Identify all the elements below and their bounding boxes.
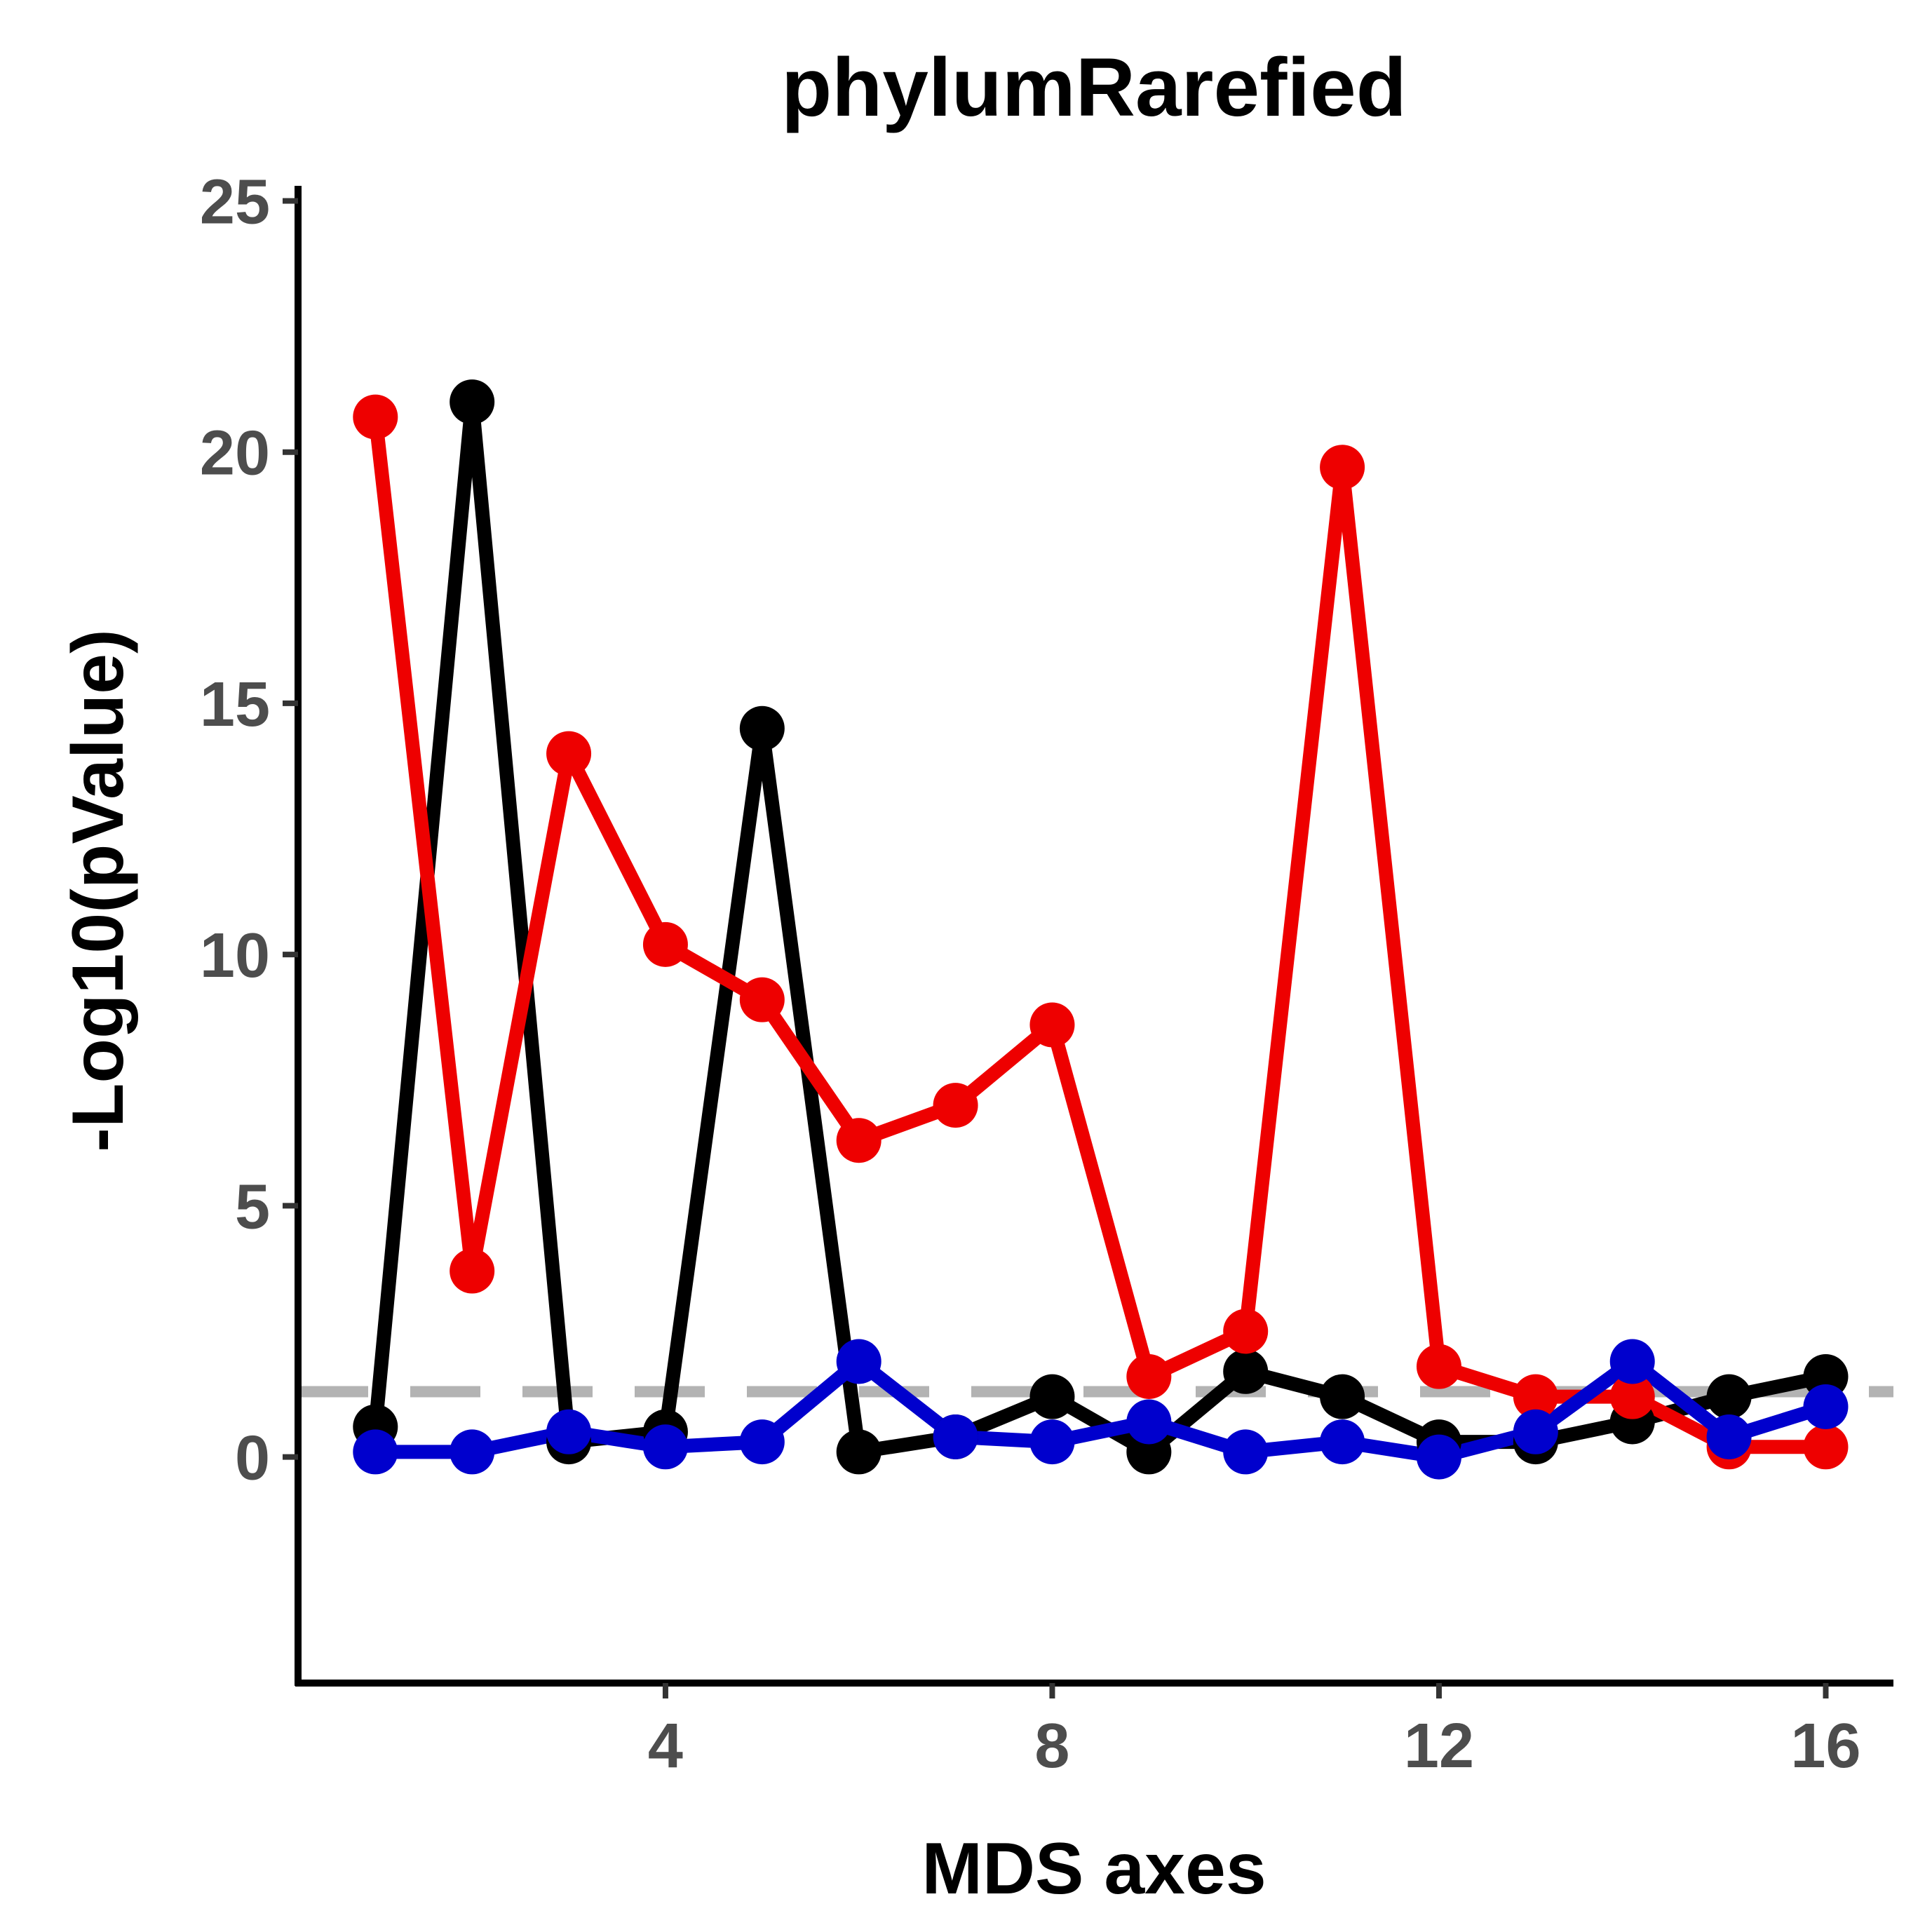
series-3-point — [1320, 1419, 1365, 1465]
series-1-point — [1223, 1349, 1269, 1394]
series-2-point — [739, 977, 785, 1022]
series-2-point — [546, 731, 592, 776]
series-3-point — [353, 1429, 398, 1475]
x-tick-label: 8 — [1034, 1711, 1069, 1781]
x-axis-title: MDS axes — [921, 1828, 1266, 1910]
x-tick-label: 16 — [1790, 1711, 1860, 1781]
series-1-point — [1706, 1374, 1752, 1419]
series-1-point — [1320, 1374, 1365, 1419]
series-2-point — [1803, 1424, 1849, 1470]
series-2-point — [836, 1118, 881, 1163]
series-3-point — [933, 1414, 978, 1459]
series-2-point — [1126, 1353, 1172, 1399]
series-line-3 — [368, 1354, 1833, 1464]
series-2-point — [1609, 1374, 1655, 1419]
x-tick-label: 12 — [1404, 1711, 1474, 1781]
series-line-2 — [368, 410, 1833, 1454]
series-1-point — [450, 379, 495, 425]
series-1-point — [739, 705, 785, 751]
y-tick-label: 5 — [235, 1172, 270, 1242]
series-2-point — [933, 1083, 978, 1128]
series-3-point — [546, 1409, 592, 1454]
series-3-point — [1513, 1409, 1558, 1454]
series-2-point — [1223, 1309, 1269, 1354]
y-tick-label: 0 — [235, 1424, 270, 1494]
y-tick-label: 15 — [200, 670, 270, 740]
series-3-point — [1803, 1384, 1849, 1429]
series-3-point — [1609, 1339, 1655, 1384]
series-line-1 — [368, 395, 1833, 1459]
series-2-point — [1029, 1002, 1075, 1048]
series-2-point — [450, 1248, 495, 1294]
plot-area — [298, 379, 1893, 1480]
axes: 4 8 12 16 0 5 10 15 20 25 — [200, 167, 1893, 1781]
series-2-point — [353, 394, 398, 440]
series-3-point — [1126, 1399, 1172, 1445]
series-3-point — [1416, 1434, 1461, 1480]
y-tick-label: 10 — [200, 921, 270, 991]
series-2-point — [1513, 1374, 1558, 1419]
series-3-point — [1029, 1419, 1075, 1465]
series-3-point — [1223, 1429, 1269, 1475]
series-1-point — [1029, 1374, 1075, 1419]
x-tick-label: 4 — [648, 1711, 683, 1781]
series-3-point — [642, 1424, 688, 1470]
y-axis-title: -Log10(pValue) — [58, 629, 139, 1151]
series-3-point — [450, 1429, 495, 1475]
series-2-point — [1416, 1344, 1461, 1389]
series-3-point — [1706, 1414, 1752, 1459]
series-2-point — [642, 921, 688, 967]
series-1-point — [836, 1429, 881, 1475]
y-tick-label: 20 — [200, 419, 270, 489]
chart-title: phylumRarefied — [781, 41, 1407, 134]
series-3-point — [739, 1419, 785, 1465]
series-3-point — [836, 1339, 881, 1384]
series-2-point — [1320, 445, 1365, 490]
y-tick-label: 25 — [200, 167, 270, 237]
